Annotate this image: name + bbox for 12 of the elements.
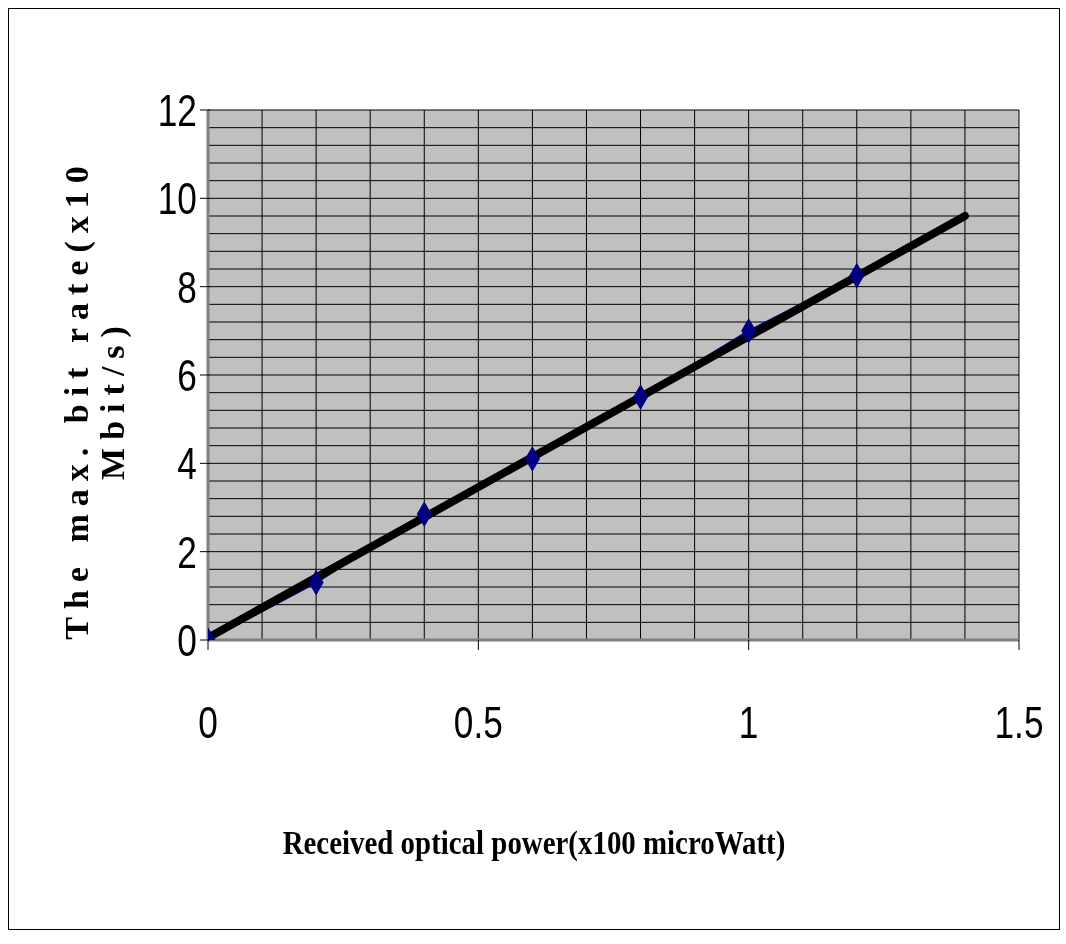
y-axis-title: The max. bit rate(x10 Mbit/s) bbox=[58, 157, 132, 642]
x-axis-title: Received optical power(x100 microWatt) bbox=[281, 824, 787, 862]
x-tick-label: 0.5 bbox=[453, 698, 503, 747]
y-tick-label: 6 bbox=[177, 351, 197, 400]
x-tick-label: 1.5 bbox=[994, 698, 1044, 747]
y-tick-label: 12 bbox=[157, 86, 197, 135]
y-tick-label: 8 bbox=[177, 262, 197, 312]
x-tick-label: 1 bbox=[738, 698, 759, 747]
y-tick-label: 2 bbox=[177, 527, 197, 577]
y-tick-label: 4 bbox=[177, 439, 197, 489]
y-tick-label: 0 bbox=[177, 616, 197, 665]
y-tick-label: 10 bbox=[157, 174, 197, 224]
